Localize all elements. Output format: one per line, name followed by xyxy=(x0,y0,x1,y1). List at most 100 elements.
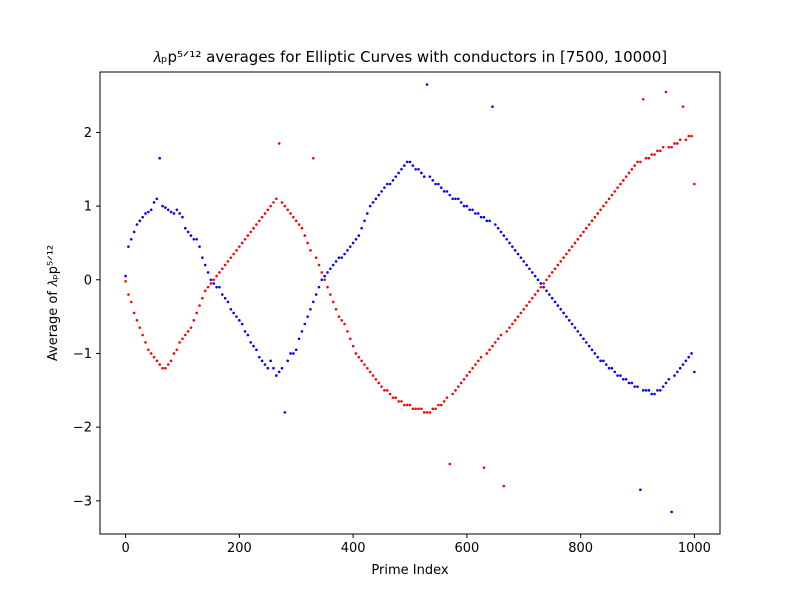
data-point xyxy=(323,278,326,282)
data-point xyxy=(203,263,207,267)
data-point xyxy=(496,226,500,230)
data-point xyxy=(445,190,449,193)
data-point xyxy=(516,315,520,318)
data-point xyxy=(198,245,201,248)
data-point xyxy=(562,311,565,315)
data-point xyxy=(417,407,420,411)
data-point xyxy=(664,90,668,94)
data-point xyxy=(346,249,349,252)
data-point xyxy=(215,274,218,278)
data-point xyxy=(366,366,369,370)
data-point xyxy=(471,366,474,370)
data-point xyxy=(667,377,671,381)
data-point xyxy=(687,134,691,138)
data-point xyxy=(184,226,187,230)
data-point xyxy=(619,374,622,377)
data-point xyxy=(260,359,264,363)
data-point xyxy=(303,234,307,237)
data-point xyxy=(511,322,514,326)
data-point xyxy=(636,160,639,164)
data-point xyxy=(357,355,361,359)
data-point xyxy=(519,311,523,315)
data-point xyxy=(178,212,181,215)
data-point xyxy=(343,322,346,326)
data-point xyxy=(533,293,537,296)
data-point xyxy=(622,377,625,381)
data-point xyxy=(434,407,437,411)
data-point xyxy=(405,403,409,407)
data-point xyxy=(556,263,560,267)
data-point xyxy=(479,355,483,359)
data-point xyxy=(582,230,585,234)
data-point xyxy=(542,282,545,285)
data-point xyxy=(457,385,460,388)
data-point xyxy=(334,307,338,311)
data-point xyxy=(317,285,321,289)
data-point xyxy=(653,392,656,396)
data-point xyxy=(252,344,255,348)
data-point xyxy=(650,153,654,156)
data-point xyxy=(240,322,244,326)
data-point xyxy=(530,271,534,274)
data-point xyxy=(693,370,696,374)
data-point xyxy=(203,289,207,293)
data-point xyxy=(209,278,213,282)
data-point xyxy=(246,234,250,237)
data-point xyxy=(647,156,651,160)
data-point xyxy=(263,212,267,215)
data-point xyxy=(585,226,588,230)
data-point xyxy=(334,260,338,263)
data-point xyxy=(238,245,241,248)
data-point xyxy=(314,256,318,259)
data-point xyxy=(422,175,426,178)
data-point xyxy=(462,204,466,208)
data-point xyxy=(223,296,227,300)
data-point xyxy=(468,208,472,212)
data-point xyxy=(124,279,127,283)
data-point xyxy=(283,204,287,208)
data-point xyxy=(309,307,312,311)
data-point xyxy=(178,341,181,344)
data-point xyxy=(465,374,469,377)
data-point xyxy=(644,389,648,392)
data-point xyxy=(425,83,429,86)
data-point xyxy=(323,274,326,278)
data-point xyxy=(289,212,292,215)
data-point xyxy=(257,219,261,223)
data-point xyxy=(653,153,656,156)
data-point xyxy=(559,307,563,311)
data-point xyxy=(687,355,691,359)
data-point xyxy=(658,389,662,392)
data-point xyxy=(442,400,446,403)
data-point xyxy=(132,311,136,315)
data-point xyxy=(539,285,543,289)
data-point xyxy=(525,263,528,267)
data-point xyxy=(135,319,139,322)
data-point xyxy=(633,164,636,167)
data-point xyxy=(690,134,693,138)
series-layer xyxy=(124,83,696,514)
data-point xyxy=(513,319,517,322)
data-point xyxy=(550,271,554,274)
y-tick-label: 0 xyxy=(84,273,92,288)
data-point xyxy=(240,241,244,245)
y-tick-label: −1 xyxy=(73,347,92,362)
data-point xyxy=(166,208,170,212)
data-point xyxy=(676,142,679,145)
data-point xyxy=(354,352,358,355)
data-point xyxy=(556,304,560,307)
data-point xyxy=(209,282,213,285)
data-point xyxy=(496,337,500,341)
data-point xyxy=(476,359,480,363)
data-point xyxy=(166,363,170,366)
data-point xyxy=(337,256,341,259)
data-point xyxy=(189,326,193,329)
data-point xyxy=(639,160,642,164)
data-point xyxy=(186,230,190,234)
data-point xyxy=(215,285,218,289)
data-point xyxy=(553,267,557,271)
data-point xyxy=(519,256,523,259)
data-point xyxy=(607,197,611,201)
data-point xyxy=(474,363,477,366)
data-point xyxy=(570,322,574,326)
